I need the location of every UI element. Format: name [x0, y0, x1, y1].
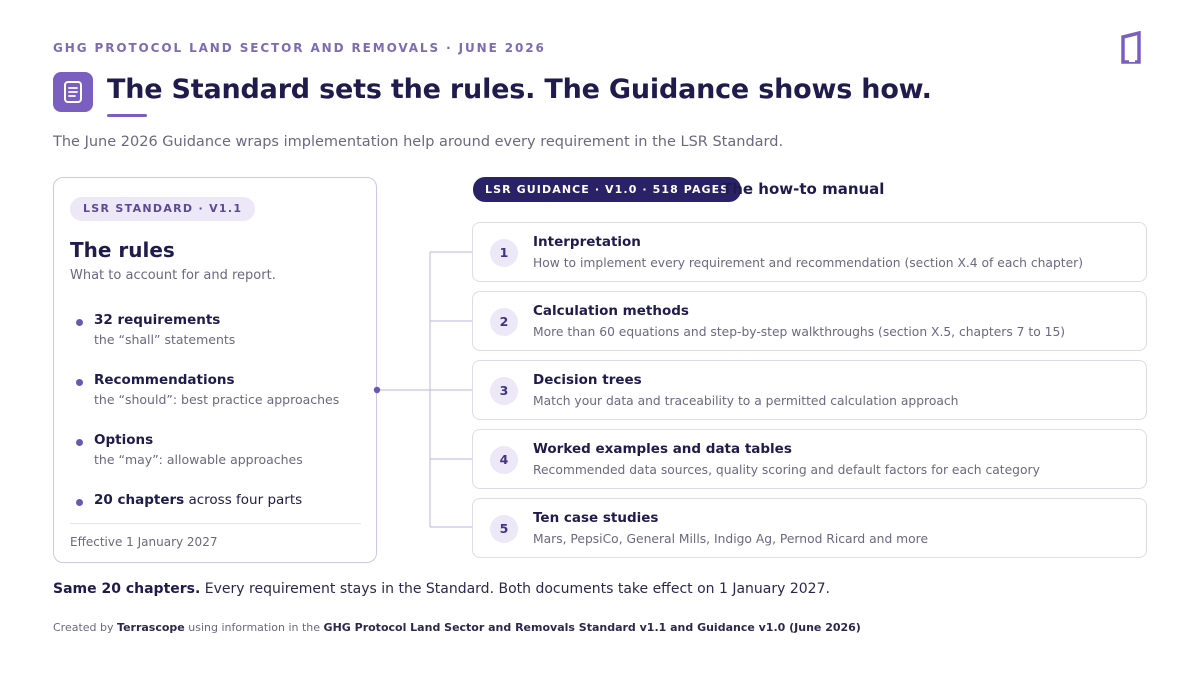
guidance-item-subtitle: Match your data and traceability to a pe… — [533, 394, 959, 408]
guidance-label: The how-to manual — [722, 180, 885, 198]
standard-title: The rules — [70, 238, 175, 262]
guidance-item-subtitle: More than 60 equations and step-by-step … — [533, 325, 1066, 339]
guidance-item-title: Interpretation — [533, 234, 641, 250]
standard-item-subtitle: the “shall” statements — [94, 332, 236, 347]
standard-item-title: Recommendations — [94, 372, 235, 388]
guidance-item-subtitle: How to implement every requirement and r… — [533, 256, 1083, 270]
guidance-item: 3 Decision trees Match your data and tra… — [472, 360, 1147, 420]
standard-item-subtitle: the “should”: best practice approaches — [94, 392, 340, 407]
guidance-item-subtitle: Recommended data sources, quality scorin… — [533, 463, 1040, 477]
step-number: 4 — [490, 446, 518, 474]
guidance-item-title: Calculation methods — [533, 303, 689, 319]
credit-brand: Terrascope — [117, 621, 185, 634]
credit-middle: using information in the — [184, 621, 324, 634]
credit-source: GHG Protocol Land Sector and Removals St… — [323, 621, 861, 634]
guidance-pill: LSR GUIDANCE · V1.0 · 518 PAGES — [473, 177, 742, 202]
step-number: 1 — [490, 239, 518, 267]
step-number: 5 — [490, 515, 518, 543]
standard-item-title: 32 requirements — [94, 312, 221, 328]
standard-pill: LSR STANDARD · V1.1 — [70, 197, 256, 221]
standard-effective-date: Effective 1 January 2027 — [70, 535, 218, 549]
standard-item-subtitle: the “may”: allowable approaches — [94, 452, 303, 467]
standard-item-title: 20 chapters across four parts — [94, 492, 302, 508]
credit-prefix: Created by — [53, 621, 118, 634]
title-underline — [107, 114, 147, 117]
guidance-item: 4 Worked examples and data tables Recomm… — [472, 429, 1147, 489]
guidance-item-title: Decision trees — [533, 372, 642, 388]
guidance-item: 2 Calculation methods More than 60 equat… — [472, 291, 1147, 351]
terrascope-logo — [1121, 31, 1141, 64]
standard-item-title: Options — [94, 432, 154, 448]
page-title: The Standard sets the rules. The Guidanc… — [107, 74, 932, 105]
guidance-item-title: Ten case studies — [533, 510, 659, 526]
standard-card: LSR STANDARD · V1.1 The rules What to ac… — [53, 177, 377, 563]
page-subtitle: The June 2026 Guidance wraps implementat… — [53, 134, 784, 150]
standard-item-title-rest: across four parts — [184, 492, 303, 508]
standard-item-title-bold: 20 chapters — [94, 492, 185, 508]
guidance-item: 1 Interpretation How to implement every … — [472, 222, 1147, 282]
guidance-item: 5 Ten case studies Mars, PepsiCo, Genera… — [472, 498, 1147, 558]
bullet-dot — [76, 379, 83, 386]
credit-line: Created by Terrascope using information … — [53, 621, 861, 634]
eyebrow: GHG PROTOCOL LAND SECTOR AND REMOVALS · … — [53, 41, 546, 55]
bullet-dot — [76, 499, 83, 506]
standard-subtitle: What to account for and report. — [70, 268, 276, 283]
guidance-item-title: Worked examples and data tables — [533, 441, 792, 457]
guidance-item-subtitle: Mars, PepsiCo, General Mills, Indigo Ag,… — [533, 532, 929, 546]
step-number: 2 — [490, 308, 518, 336]
bullet-dot — [76, 319, 83, 326]
document-icon — [53, 72, 93, 112]
summary-rest: Every requirement stays in the Standard.… — [200, 581, 830, 597]
summary-text: Same 20 chapters. Every requirement stay… — [53, 581, 830, 597]
step-number: 3 — [490, 377, 518, 405]
card-divider — [70, 523, 361, 524]
summary-bold: Same 20 chapters. — [53, 581, 201, 597]
bullet-dot — [76, 439, 83, 446]
